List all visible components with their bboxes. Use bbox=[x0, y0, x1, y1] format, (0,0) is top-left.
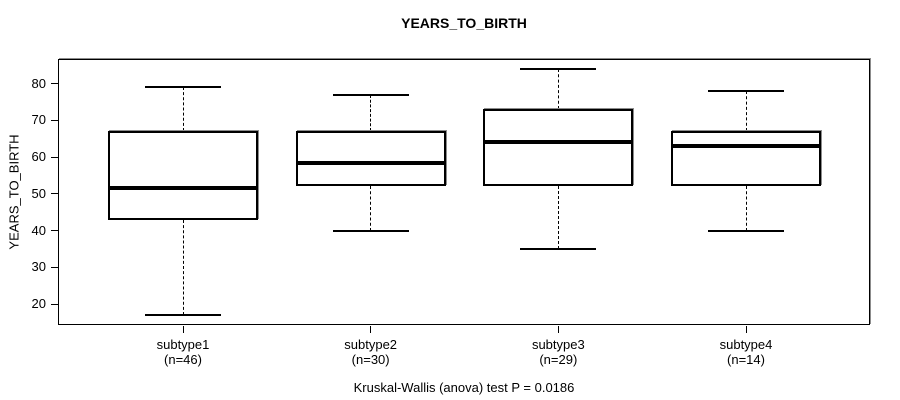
x-tick bbox=[370, 326, 372, 333]
y-tick-label: 50 bbox=[31, 185, 46, 201]
median-line bbox=[295, 160, 446, 165]
x-category-count: (n=46) bbox=[164, 352, 202, 367]
whisker-cap-lower bbox=[520, 247, 597, 250]
whisker-upper-line bbox=[370, 94, 372, 132]
y-tick bbox=[51, 193, 58, 195]
x-category-count: (n=30) bbox=[351, 352, 390, 367]
whisker-cap-upper bbox=[708, 89, 784, 92]
median-line bbox=[108, 186, 258, 191]
x-category-label: subtype1 bbox=[156, 337, 210, 352]
box bbox=[108, 131, 258, 220]
whisker-lower-line bbox=[370, 186, 372, 231]
y-tick bbox=[51, 303, 58, 305]
box bbox=[671, 131, 821, 187]
chart-title: YEARS_TO_BIRTH bbox=[401, 15, 527, 31]
y-tick-label: 70 bbox=[31, 112, 46, 128]
stat-test-caption: Kruskal-Wallis (anova) test P = 0.0186 bbox=[353, 380, 575, 395]
y-tick bbox=[51, 230, 58, 232]
y-tick bbox=[51, 83, 58, 85]
whisker-cap-upper bbox=[145, 86, 221, 89]
whisker-upper-line bbox=[557, 68, 559, 110]
whisker-cap-upper bbox=[332, 93, 409, 96]
whisker-cap-upper bbox=[520, 67, 597, 70]
y-tick-label: 60 bbox=[31, 149, 46, 165]
whisker-cap-lower bbox=[145, 314, 221, 317]
whisker-lower-line bbox=[557, 186, 559, 249]
whisker-lower-line bbox=[745, 186, 747, 231]
y-tick-label: 80 bbox=[31, 75, 46, 91]
whisker-upper-line bbox=[745, 90, 747, 132]
x-category-count: (n=14) bbox=[727, 352, 765, 367]
box bbox=[295, 131, 446, 187]
whisker-upper-line bbox=[182, 87, 184, 132]
y-tick-label: 20 bbox=[31, 296, 46, 312]
x-category-label: subtype4 bbox=[719, 337, 773, 352]
y-tick bbox=[51, 156, 58, 158]
y-tick-label: 40 bbox=[31, 222, 46, 238]
y-tick bbox=[51, 266, 58, 268]
x-category-label: subtype2 bbox=[344, 337, 398, 352]
x-tick bbox=[745, 326, 747, 333]
median-line bbox=[671, 144, 821, 149]
whisker-cap-lower bbox=[708, 229, 784, 232]
y-tick bbox=[51, 119, 58, 121]
x-category-count: (n=29) bbox=[539, 352, 578, 367]
x-tick bbox=[557, 326, 559, 333]
whisker-cap-lower bbox=[332, 229, 409, 232]
y-tick-label: 30 bbox=[31, 259, 46, 275]
median-line bbox=[483, 140, 634, 145]
whisker-lower-line bbox=[182, 219, 184, 316]
x-tick bbox=[182, 326, 184, 333]
x-category-label: subtype3 bbox=[531, 337, 585, 352]
box bbox=[483, 109, 634, 187]
